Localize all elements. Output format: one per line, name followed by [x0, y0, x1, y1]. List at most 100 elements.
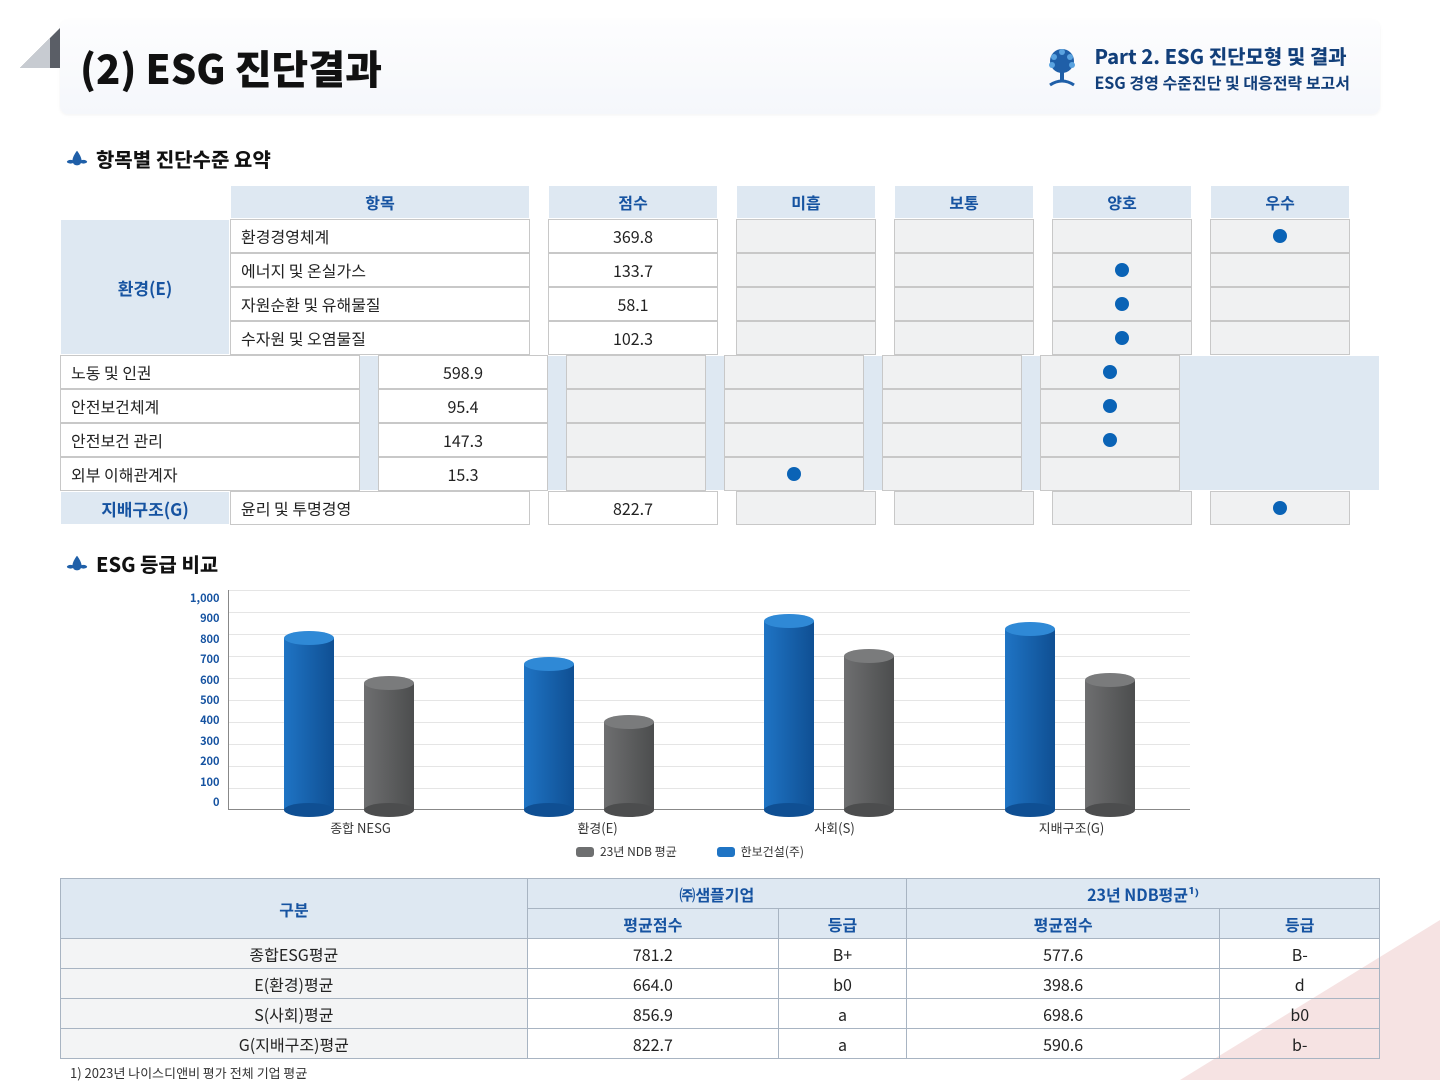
- bar-cylinder: [604, 722, 654, 810]
- level-cell: [1040, 389, 1180, 423]
- page-title: (2) ESG 진단결과: [80, 38, 382, 96]
- summary-score: 369.8: [548, 219, 718, 253]
- summary-score: 58.1: [548, 287, 718, 321]
- bar-cylinder: [844, 656, 894, 810]
- level-cell: [1052, 253, 1192, 287]
- chart-plot: [228, 590, 1190, 810]
- xaxis-label: 지배구조(G): [953, 810, 1190, 837]
- cmp-b-grade: d: [1220, 969, 1380, 999]
- level-cell: [1040, 423, 1180, 457]
- bar-cylinder: [1085, 680, 1135, 810]
- level-cell: [1052, 219, 1192, 253]
- level-cell: [1052, 321, 1192, 355]
- level-dot: [1115, 331, 1129, 345]
- xaxis-label: 사회(S): [716, 810, 953, 837]
- level-cell: [894, 287, 1034, 321]
- cmp-h-ndb: 23년 NDB평균¹⁾: [906, 879, 1379, 909]
- part-title: Part 2. ESG 진단모형 및 결과: [1094, 41, 1350, 70]
- summary-score: 133.7: [548, 253, 718, 287]
- bar-cylinder: [364, 683, 414, 810]
- header-banner: (2) ESG 진단결과 Part 2. ESG 진단모형 및 결과 ESG 경…: [60, 20, 1380, 114]
- legend-item: 23년 NDB 평균: [576, 843, 677, 860]
- cmp-b-score: 577.6: [906, 939, 1220, 969]
- level-cell: [882, 355, 1022, 389]
- category-label-0: 환경(E): [60, 219, 230, 355]
- summary-header-0: 항목: [230, 185, 530, 219]
- chart-yaxis: 1,0009008007006005004003002001000: [190, 590, 228, 810]
- level-cell: [882, 457, 1022, 491]
- cmp-h-sample: ㈜샘플기업: [527, 879, 906, 909]
- cmp-a-score: 781.2: [527, 939, 778, 969]
- summary-header-4: 양호: [1052, 185, 1192, 219]
- comparison-table: 구분 ㈜샘플기업 23년 NDB평균¹⁾ 평균점수 등급 평균점수 등급 종합E…: [60, 878, 1380, 1059]
- cmp-row-label: S(사회)평균: [61, 999, 528, 1029]
- legend-item: 한보건설(주): [717, 843, 804, 860]
- cmp-b-score: 698.6: [906, 999, 1220, 1029]
- level-dot: [1103, 399, 1117, 413]
- level-cell: [736, 287, 876, 321]
- summary-header-2: 미흡: [736, 185, 876, 219]
- level-cell: [1210, 219, 1350, 253]
- level-cell: [736, 491, 876, 525]
- bar-chart: 1,0009008007006005004003002001000 종합 NES…: [190, 590, 1190, 860]
- level-cell: [736, 321, 876, 355]
- bar-cylinder: [524, 664, 574, 810]
- summary-score: 95.4: [378, 389, 548, 423]
- summary-score: 598.9: [378, 355, 548, 389]
- bar-cylinder: [284, 638, 334, 810]
- level-cell: [1210, 321, 1350, 355]
- cmp-b-grade: b0: [1220, 999, 1380, 1029]
- level-cell: [1210, 491, 1350, 525]
- tree-icon: [1040, 45, 1084, 89]
- cmp-a-grade: b0: [779, 969, 907, 999]
- chart-legend: 23년 NDB 평균 한보건설(주): [190, 843, 1190, 860]
- cmp-b-grade: b-: [1220, 1029, 1380, 1059]
- cmp-b-score: 590.6: [906, 1029, 1220, 1059]
- summary-score: 102.3: [548, 321, 718, 355]
- level-cell: [882, 423, 1022, 457]
- cmp-b-grade: B-: [1220, 939, 1380, 969]
- level-cell: [724, 457, 864, 491]
- cmp-sh-3: 등급: [1220, 909, 1380, 939]
- level-dot: [1273, 229, 1287, 243]
- level-cell: [1040, 457, 1180, 491]
- summary-item: 안전보건체계: [60, 389, 360, 423]
- cmp-sh-2: 평균점수: [906, 909, 1220, 939]
- level-dot: [1273, 501, 1287, 515]
- cmp-h-category: 구분: [61, 879, 528, 939]
- cmp-row-label: 종합ESG평균: [61, 939, 528, 969]
- level-cell: [724, 423, 864, 457]
- level-cell: [894, 219, 1034, 253]
- cmp-sh-1: 등급: [779, 909, 907, 939]
- section1-heading: 항목별 진단수준 요약: [66, 144, 1380, 173]
- level-cell: [566, 457, 706, 491]
- category-label-2: 지배구조(G): [60, 491, 230, 525]
- summary-score: 15.3: [378, 457, 548, 491]
- cmp-a-score: 856.9: [527, 999, 778, 1029]
- level-cell: [566, 355, 706, 389]
- summary-item: 자원순환 및 유해물질: [230, 287, 530, 321]
- level-cell: [1052, 287, 1192, 321]
- xaxis-label: 환경(E): [479, 810, 716, 837]
- summary-item: 노동 및 인권: [60, 355, 360, 389]
- level-cell: [1052, 491, 1192, 525]
- cmp-row-label: G(지배구조)평균: [61, 1029, 528, 1059]
- summary-table: 항목점수미흡보통양호우수환경(E)환경경영체계369.8에너지 및 온실가스13…: [60, 185, 1380, 525]
- bar-cylinder: [764, 621, 814, 810]
- cmp-sh-0: 평균점수: [527, 909, 778, 939]
- summary-header-1: 점수: [548, 185, 718, 219]
- level-dot: [1115, 263, 1129, 277]
- corner-decor-icon: [20, 28, 60, 68]
- level-cell: [736, 253, 876, 287]
- cmp-a-grade: a: [779, 1029, 907, 1059]
- level-cell: [566, 423, 706, 457]
- level-cell: [736, 219, 876, 253]
- summary-item: 환경경영체계: [230, 219, 530, 253]
- level-cell: [724, 389, 864, 423]
- summary-item: 안전보건 관리: [60, 423, 360, 457]
- summary-score: 822.7: [548, 491, 718, 525]
- section2-title: ESG 등급 비교: [96, 549, 218, 578]
- sub-title: ESG 경영 수준진단 및 대응전략 보고서: [1094, 70, 1350, 94]
- level-cell: [1040, 355, 1180, 389]
- footnote: 1) 2023년 나이스디앤비 평가 전체 기업 평균: [70, 1063, 1380, 1082]
